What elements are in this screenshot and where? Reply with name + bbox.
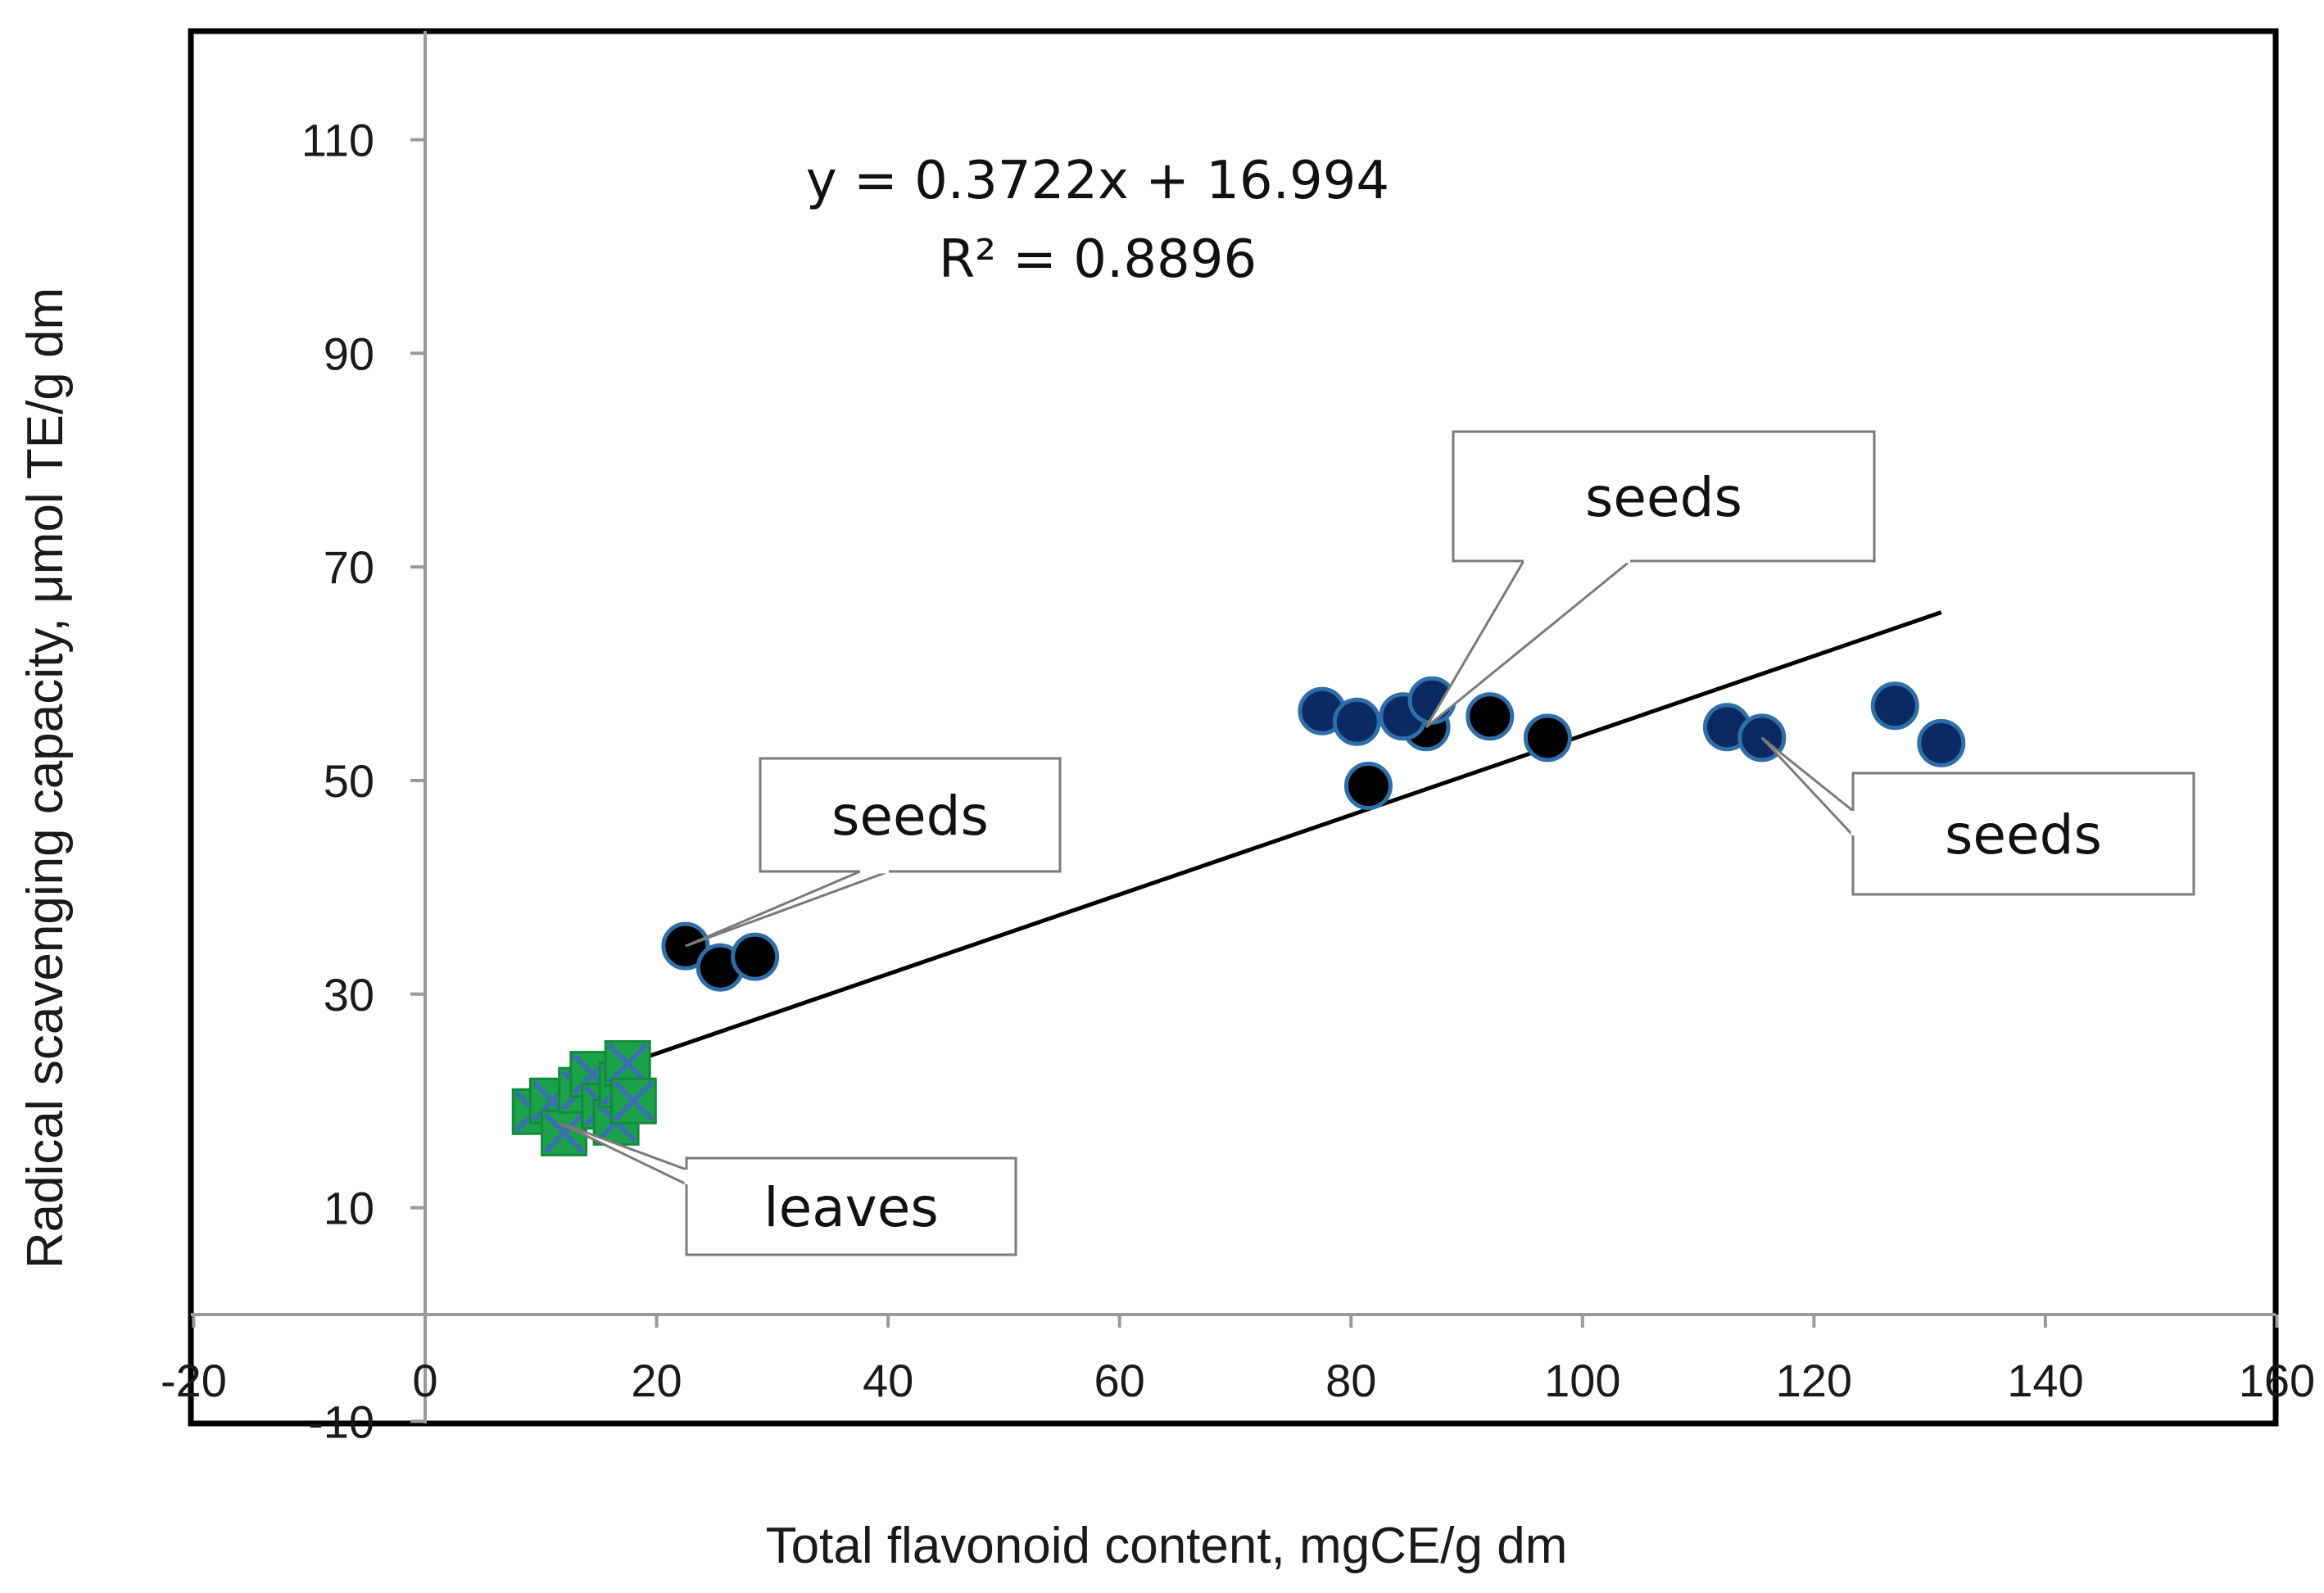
- seed-point: [1523, 713, 1572, 763]
- leaf-point: [541, 1109, 588, 1156]
- callout-box: [1452, 430, 1876, 563]
- data-points: [511, 676, 1966, 1156]
- x-tick-label: 100: [1544, 1355, 1620, 1406]
- x-tick-label: 140: [2007, 1355, 2083, 1406]
- seed-point: [1332, 697, 1381, 746]
- callout-box: [759, 757, 1062, 873]
- y-tick-label: -10: [308, 1396, 374, 1447]
- x-tick-label: 60: [1094, 1355, 1145, 1406]
- callouts: seeds seeds seeds leaves: [557, 430, 2195, 1256]
- callout-seeds: seeds: [1425, 430, 1876, 728]
- y-tick-label: 70: [324, 541, 374, 593]
- callout-label: seeds: [1945, 803, 2102, 867]
- leaf-cross-b: [607, 1043, 649, 1084]
- y-tick-label: 110: [301, 115, 374, 166]
- seed-point: [1917, 718, 1966, 767]
- axis-ticks: -20 0 20 40 60 80 100 120 140 160 -10 10 30 50 70 90 110: [161, 115, 2315, 1448]
- trendline-group: [534, 610, 1942, 1097]
- callout-box: [685, 1156, 1017, 1256]
- y-tick-label: 50: [324, 755, 374, 807]
- x-tick-label: 160: [2239, 1355, 2315, 1406]
- r-squared-label: R² = 0.8896: [939, 229, 1257, 290]
- leaf-point: [609, 1077, 657, 1125]
- callout-label: leaves: [763, 1176, 938, 1239]
- y-tick-label: 10: [324, 1183, 374, 1234]
- x-tick-label: 40: [863, 1355, 913, 1406]
- callout-label: seeds: [831, 785, 989, 848]
- seed-point: [1343, 762, 1393, 811]
- x-axis-title: Total flavonoid content, mgCE/g dm: [766, 1518, 1568, 1574]
- x-tick-label: -20: [161, 1355, 227, 1406]
- callout-seeds: seeds: [685, 757, 1062, 948]
- seed-point: [1870, 681, 1919, 731]
- seed-point: [1466, 692, 1515, 741]
- x-tick-label: 120: [1776, 1355, 1852, 1406]
- trendline: [534, 610, 1942, 1097]
- leaf-cross-b: [613, 1080, 655, 1122]
- callout-seeds: seeds: [1760, 736, 2195, 896]
- callout-box: [1851, 772, 2195, 896]
- y-tick-label: 90: [324, 328, 374, 379]
- equation-label: y = 0.3722x + 16.994: [806, 151, 1389, 211]
- y-tick-label: 30: [324, 969, 374, 1021]
- x-tick-label: 20: [631, 1355, 682, 1406]
- x-tick-label: 80: [1325, 1355, 1376, 1406]
- y-axis-title: Radical scavenging capacity, μmol TE/g d…: [17, 287, 74, 1269]
- callout-leaves: leaves: [557, 1120, 1017, 1256]
- x-tick-label: 0: [412, 1355, 437, 1406]
- callout-label: seeds: [1585, 466, 1742, 529]
- seed-point: [731, 932, 780, 981]
- leaf-cross-b: [543, 1112, 585, 1154]
